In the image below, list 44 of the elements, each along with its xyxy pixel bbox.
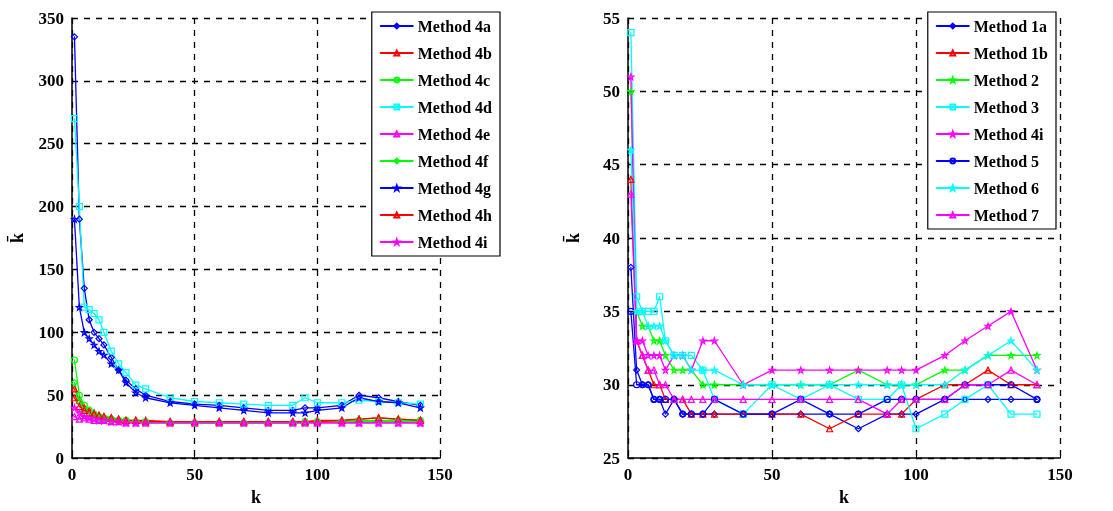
y-tick-label: 100 (38, 322, 64, 342)
legend-label: Method 2 (973, 71, 1040, 89)
y-tick-label: 50 (47, 385, 64, 405)
legend-label: Method 4c (417, 71, 491, 89)
y-axis-title: k̄ (562, 233, 583, 244)
x-tick-label: 50 (186, 465, 204, 485)
y-axis-title: k̄ (6, 233, 27, 244)
x-tick-label: 50 (763, 465, 781, 485)
x-axis-title: k (838, 487, 850, 507)
legend-label: Method 4d (417, 98, 493, 116)
y-tick-label: 300 (38, 71, 64, 91)
legend-label: Method 4f (417, 152, 490, 170)
legend-label: Method 7 (973, 206, 1040, 224)
legend-label: Method 3 (973, 98, 1040, 116)
legend-label: Method 4g (417, 179, 492, 198)
y-tick-label: 40 (603, 228, 620, 248)
x-tick-label: 100 (903, 465, 929, 485)
legend-label: Method 4a (417, 17, 492, 35)
y-tick-label: 25 (603, 448, 620, 468)
legend-label: Method 1b (973, 44, 1049, 62)
y-tick-label: 55 (603, 8, 620, 28)
y-tick-label: 350 (38, 8, 64, 28)
x-axis-title: k (250, 487, 262, 507)
legend-label: Method 6 (973, 179, 1040, 197)
legend-label: Method 4e (417, 125, 491, 143)
y-tick-label: 50 (603, 81, 620, 101)
x-tick-label: 150 (427, 465, 453, 485)
x-tick-label: 0 (67, 465, 77, 485)
y-tick-label: 200 (38, 197, 64, 217)
legend-label: Method 4h (417, 206, 493, 224)
legend-label: Method 1a (973, 17, 1048, 35)
x-tick-label: 0 (623, 465, 633, 485)
x-tick-label: 100 (304, 465, 331, 485)
legend-label: Method 4i (417, 233, 489, 251)
y-tick-label: 45 (603, 155, 620, 175)
y-tick-label: 250 (38, 134, 64, 154)
legend-label: Method 5 (973, 152, 1040, 170)
y-tick-label: 0 (55, 448, 64, 468)
x-tick-label: 150 (1047, 465, 1073, 485)
y-tick-label: 35 (603, 301, 620, 321)
y-tick-label: 30 (603, 375, 620, 395)
legend-label: Method 4b (417, 44, 493, 62)
y-tick-label: 150 (38, 259, 64, 279)
legend-label: Method 4i (973, 125, 1045, 143)
